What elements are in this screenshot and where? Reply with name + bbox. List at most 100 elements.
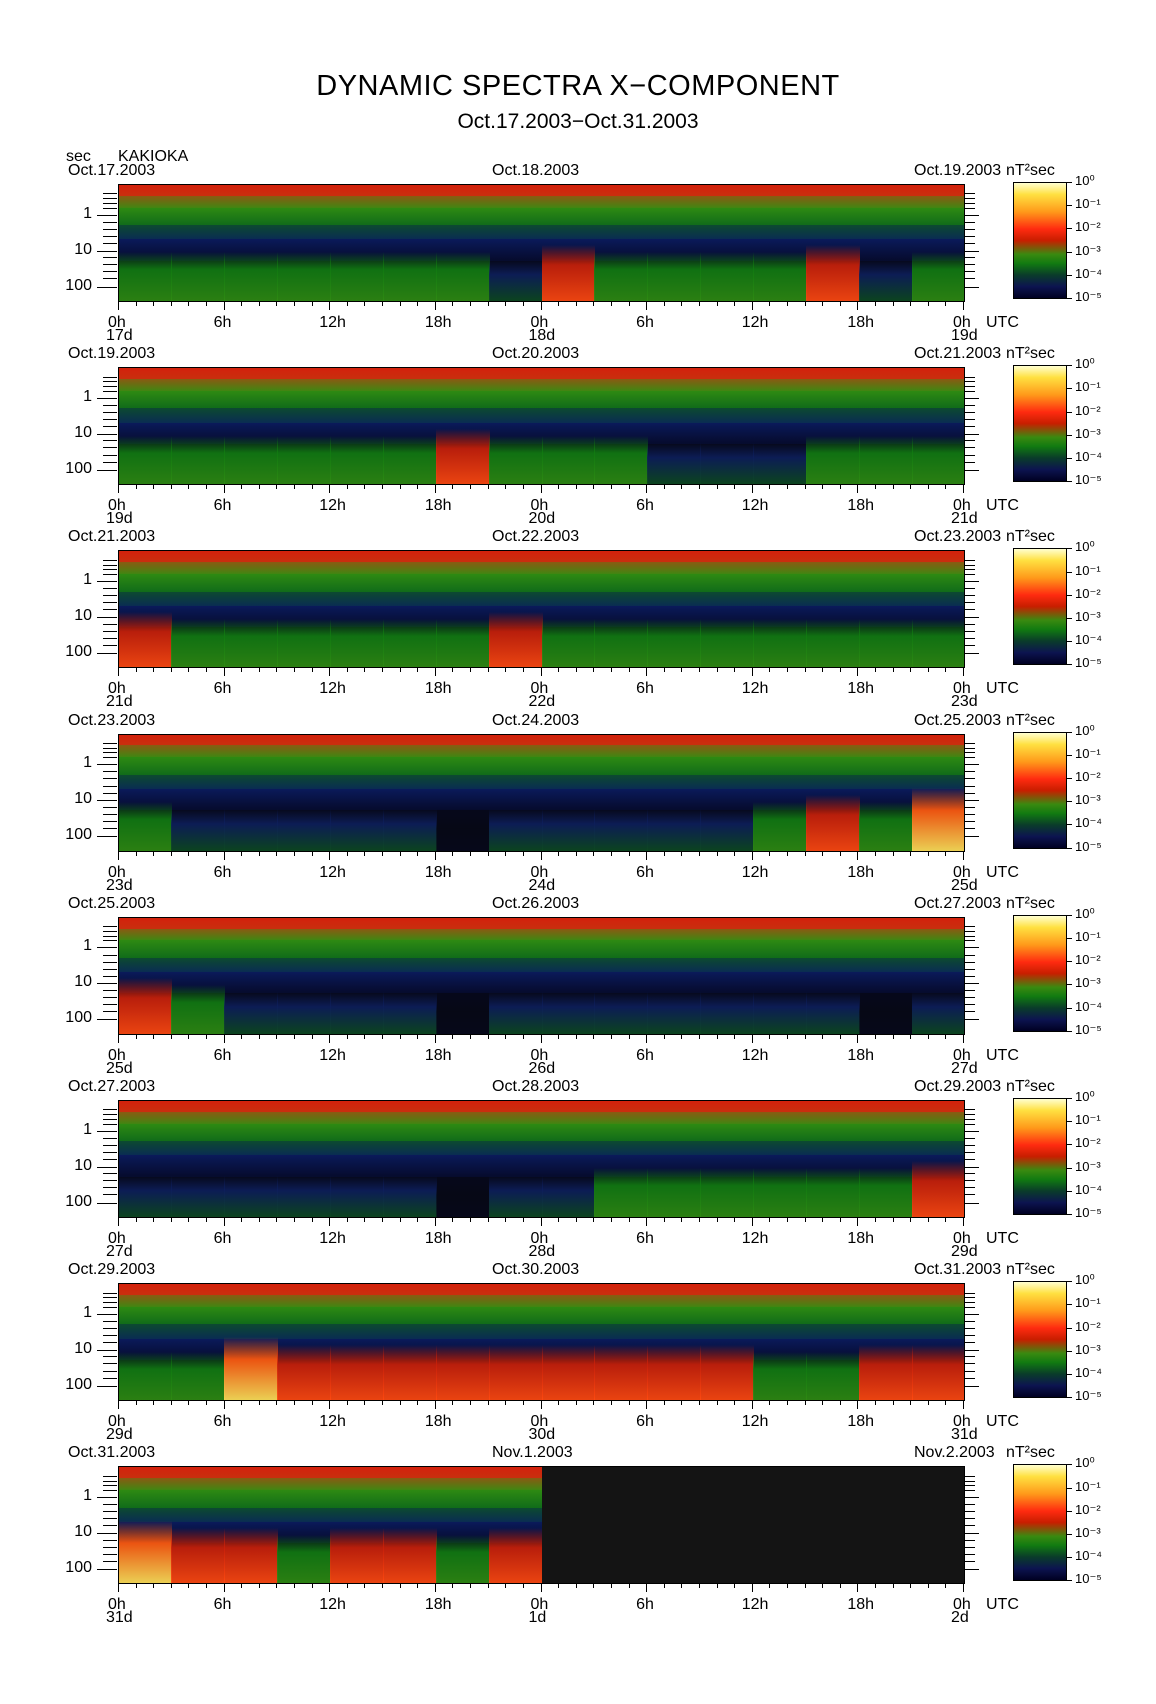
panel-start-date: Oct.17.2003 [68,162,156,179]
y-minor-tick [103,1194,117,1196]
background-band [118,550,965,564]
x-minor-tick [346,1584,348,1589]
x-tick [540,1034,542,1043]
x-minor-tick [294,668,296,673]
x-minor-tick [399,1218,401,1222]
activity-segment [276,1534,331,1585]
x-minor-tick [822,1584,824,1589]
panel-mid-date: Nov.1.2003 [492,1444,573,1462]
activity-segment [276,618,331,669]
x-minor-tick [135,851,137,856]
x-minor-tick [681,485,683,490]
activity-segment [276,1344,331,1402]
x-minor-tick [593,851,595,856]
y-tick [965,1019,979,1021]
x-minor-tick [874,851,876,856]
activity-segment [594,618,649,669]
x-minor-tick [927,485,929,490]
x-minor-tick [206,851,208,856]
x-tick [857,1218,859,1226]
x-minor-tick [276,1218,278,1222]
x-minor-tick [452,485,454,490]
x-tick [540,485,542,494]
y-tick-label: 100 [65,1375,92,1393]
activity-segment [170,252,225,302]
activity-segment [912,787,965,852]
y-minor-tick [965,820,975,822]
x-tick-label: 0h [530,1046,549,1064]
activity-segment [700,252,755,302]
colorbar-tick-label: 10⁻⁴ [1075,998,1102,1014]
colorbar-tick [1066,824,1072,826]
y-minor-tick [965,595,975,597]
background-band [118,1123,965,1143]
y-minor-tick [103,404,117,406]
x-minor-tick [575,1584,577,1589]
y-minor-tick [965,975,975,977]
x-minor-tick [874,1584,876,1589]
y-tick [965,836,979,838]
x-tick-label: 12h [741,1046,769,1064]
y-minor-tick [103,228,117,230]
y-minor-tick [965,1118,975,1120]
x-minor-tick [575,302,577,306]
missing-data-region [541,1466,965,1585]
y-minor-tick [965,1335,975,1337]
x-minor-tick [892,851,894,856]
x-minor-tick [945,485,947,490]
x-tick [646,1218,648,1226]
x-minor-tick [188,668,190,673]
x-minor-tick [258,302,260,306]
y-minor-tick [103,207,117,209]
colorbar-tick-label: 10⁻² [1075,219,1101,235]
x-minor-tick [716,1584,718,1589]
y-minor-tick [103,820,117,822]
x-tick [646,851,648,860]
colorbar-tick [1066,937,1072,939]
x-minor-tick [452,1034,454,1039]
x-minor-tick [417,851,419,856]
x-minor-tick [294,851,296,856]
x-minor-tick [522,302,524,306]
x-tick [434,302,436,310]
y-minor-tick [103,573,117,575]
spectrum-panel: Oct.27.2003 Oct.28.2003 Oct.29.2003 1 10 100 0… [0,1056,1156,1260]
x-minor-tick [839,851,841,856]
y-minor-tick [103,235,117,237]
x-minor-tick [470,851,472,856]
y-minor-tick [103,940,117,942]
colorbar-tick [1066,182,1072,183]
activity-segment [223,618,278,669]
x-minor-tick [734,1401,736,1406]
x-minor-tick [910,1401,912,1406]
x-minor-tick [258,485,260,490]
x-tick-label: 12h [741,1413,769,1431]
x-tick [963,302,964,310]
y-minor-tick [103,1320,117,1322]
x-unit-label: UTC [986,1596,1019,1614]
y-tick [97,433,117,435]
x-minor-tick [399,302,401,306]
x-minor-tick [135,1401,137,1406]
x-tick-label: 6h [636,863,654,881]
y-minor-tick [965,747,975,749]
x-tick [751,1401,753,1410]
colorbar-tick-label: 10⁻¹ [1075,196,1101,212]
x-minor-tick [927,1401,929,1406]
spectrum-panel: Oct.23.2003 Oct.24.2003 Oct.25.2003 1 10 100 0… [0,690,1156,894]
y-minor-tick [103,419,117,421]
x-minor-tick [206,668,208,673]
x-minor-tick [276,851,278,856]
x-minor-tick [241,851,243,856]
activity-segment [118,1520,172,1585]
x-minor-tick [170,1034,172,1039]
x-day-label: 27d [951,1059,978,1077]
x-tick-label: 18h [847,314,875,331]
x-minor-tick [839,302,841,306]
y-minor-tick [965,1306,975,1308]
x-minor-tick [399,1584,401,1589]
colorbar-tick-label: 10⁻² [1075,402,1101,418]
colorbar-tick-label: 10⁻¹ [1075,745,1101,761]
colorbar-tick-label: 10⁻¹ [1075,1112,1101,1128]
colorbar-tick [1066,571,1072,573]
